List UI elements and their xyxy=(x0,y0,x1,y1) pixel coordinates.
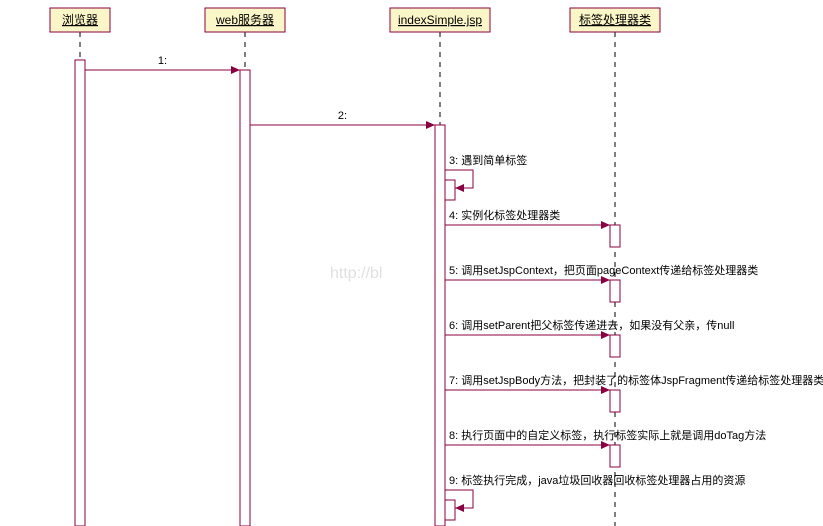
svg-text:4: 实例化标签处理器类: 4: 实例化标签处理器类 xyxy=(449,208,560,222)
svg-text:8: 执行页面中的自定义标签，执行标签实际上就是调用doTa: 8: 执行页面中的自定义标签，执行标签实际上就是调用doTag方法 xyxy=(449,428,766,442)
svg-text:标签处理器类: 标签处理器类 xyxy=(579,12,651,27)
sequence-diagram: 浏览器 web服务器 indexSimple.jsp 标签处理器类 1: 2: 3: 遇… xyxy=(0,0,823,526)
svg-text:2:: 2: xyxy=(338,110,347,122)
svg-text:5: 调用setJspContext，把页面pageCont: 5: 调用setJspContext，把页面pageContext传递给标签处理… xyxy=(449,263,758,277)
svg-text:3: 遇到简单标签: 3: 遇到简单标签 xyxy=(449,153,527,167)
svg-text:1:: 1: xyxy=(158,55,167,67)
svg-text:浏览器: 浏览器 xyxy=(62,12,98,27)
svg-text:7: 调用setJspBody方法，把封装了的标签体JspF: 7: 调用setJspBody方法，把封装了的标签体JspFragment传递给… xyxy=(449,373,823,387)
watermark-text: http://bl xyxy=(330,265,382,283)
svg-text:9: 标签执行完成，java垃圾回收器回收标签处理器占用的资: 9: 标签执行完成，java垃圾回收器回收标签处理器占用的资源 xyxy=(449,473,745,487)
svg-text:indexSimple.jsp: indexSimple.jsp xyxy=(398,13,482,27)
svg-text:6: 调用setParent把父标签传递进去，如果没有父亲，: 6: 调用setParent把父标签传递进去，如果没有父亲，传null xyxy=(449,318,734,332)
svg-text:web服务器: web服务器 xyxy=(215,12,274,27)
diagram-container: http://bl 浏览器 web服务器 indexSimple.jsp 标签处理器类… xyxy=(0,0,823,526)
